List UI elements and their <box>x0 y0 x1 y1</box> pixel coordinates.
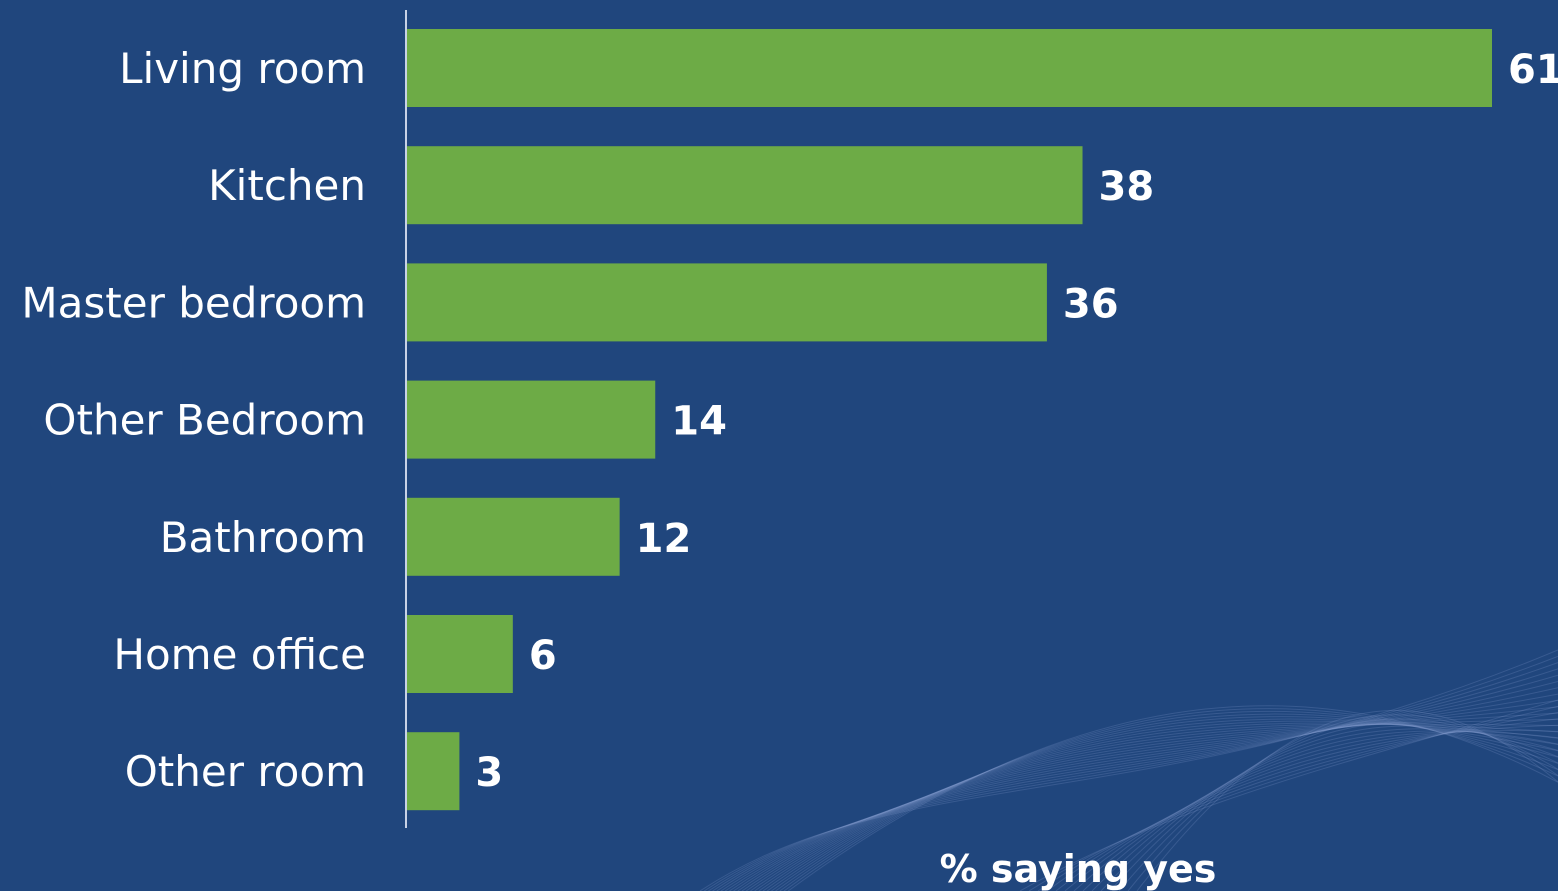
wave-line <box>775 713 1558 891</box>
bars-group <box>406 29 1492 811</box>
wave-line <box>712 668 1558 891</box>
wave-line <box>1100 725 1558 891</box>
wave-line <box>1136 710 1558 891</box>
category-label-living-room: Living room <box>119 44 366 93</box>
bar-bathroom <box>406 497 620 576</box>
wave-line <box>1118 718 1558 891</box>
wave-line <box>716 674 1558 891</box>
value-label-master-bedroom: 36 <box>1063 281 1119 327</box>
wave-line <box>787 705 1558 891</box>
wave-line <box>779 710 1558 891</box>
wave-line <box>1091 728 1558 891</box>
wave-line <box>1073 731 1558 891</box>
value-labels-group: 61 38 36 14 12 6 3 <box>475 47 1558 796</box>
category-label-other-bedroom: Other Bedroom <box>43 396 366 445</box>
wave-line <box>1082 730 1558 891</box>
wave-line <box>1046 718 1558 891</box>
wave-line <box>1055 724 1558 891</box>
wave-line <box>750 723 1558 891</box>
wave-line <box>783 708 1558 891</box>
value-label-living-room: 61 <box>1508 47 1558 93</box>
value-label-other-bedroom: 14 <box>671 399 727 445</box>
category-label-home-office: Home office <box>113 630 366 679</box>
bar-home-office <box>406 615 513 693</box>
wave-line <box>771 716 1558 891</box>
bar-kitchen <box>406 146 1083 225</box>
wave-line <box>699 649 1558 891</box>
wave-line <box>1064 729 1558 891</box>
bar-other-bedroom <box>406 380 656 459</box>
wave-line <box>703 655 1558 891</box>
wave-line <box>1109 722 1558 891</box>
value-label-kitchen: 38 <box>1099 164 1155 210</box>
wave-line <box>1127 714 1558 891</box>
category-label-kitchen: Kitchen <box>208 161 366 210</box>
value-label-other-room: 3 <box>475 750 503 796</box>
bar-other-room <box>406 732 460 811</box>
wave-line <box>724 687 1558 891</box>
wave-line <box>737 706 1558 891</box>
wave-line <box>729 693 1558 891</box>
wave-line <box>733 699 1558 891</box>
x-axis-title: % saying yes <box>940 847 1217 891</box>
category-label-bathroom: Bathroom <box>160 513 366 562</box>
wave-line <box>754 723 1558 891</box>
background-wave-decoration <box>699 649 1558 891</box>
wave-line <box>741 712 1558 891</box>
category-labels-group: Living room Kitchen Master bedroom Other Be… <box>21 44 366 796</box>
wave-line <box>745 718 1558 891</box>
category-label-other-room: Other room <box>125 747 366 796</box>
wave-line <box>762 720 1558 891</box>
wave-line <box>1028 705 1558 891</box>
bar-living-room <box>406 29 1492 107</box>
wave-line <box>720 681 1558 891</box>
category-label-master-bedroom: Master bedroom <box>21 278 366 327</box>
wave-line <box>758 722 1558 891</box>
wave-line <box>1037 712 1558 891</box>
wave-line <box>708 662 1558 891</box>
value-label-home-office: 6 <box>529 633 557 679</box>
value-label-bathroom: 12 <box>636 516 692 562</box>
bar-master-bedroom <box>406 263 1047 342</box>
wave-line <box>1019 699 1558 891</box>
wave-line <box>766 718 1558 891</box>
